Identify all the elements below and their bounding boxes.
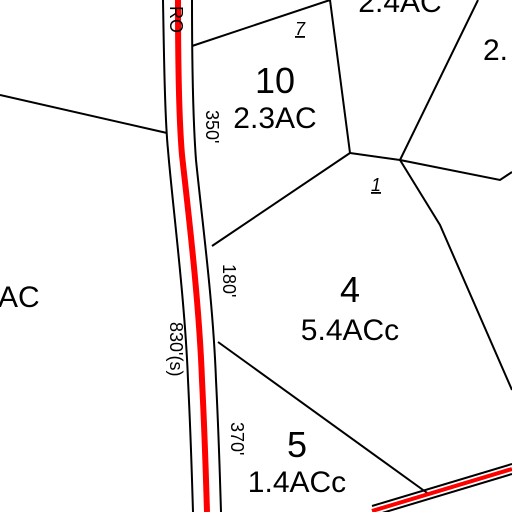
parcel-acreage: 2. [483,34,508,67]
parcel-frontage: 370' [227,422,247,455]
road-frontage: 830'(s) [166,322,186,376]
lot-label: 7 [295,19,306,39]
boundary-red [371,467,512,512]
road-label: RO [166,6,186,33]
road [162,0,222,512]
lot-label: 1 [371,175,381,195]
road-centerline [175,0,210,512]
parcel-number: 5 [287,424,307,465]
parcel-acreage: 2.4AC [358,0,441,19]
parcel-frontage: 180' [219,264,239,297]
parcel-acreage: 1.4ACc [248,466,346,499]
parcel-number: 10 [255,60,295,101]
parcel-acreage: 5.4ACc [301,314,399,347]
parcel-acreage: 2.3AC [233,102,316,135]
parcel-number: 4 [340,269,360,310]
parcel-acreage: AC [0,281,40,314]
parcel-frontage: 350' [202,110,222,143]
